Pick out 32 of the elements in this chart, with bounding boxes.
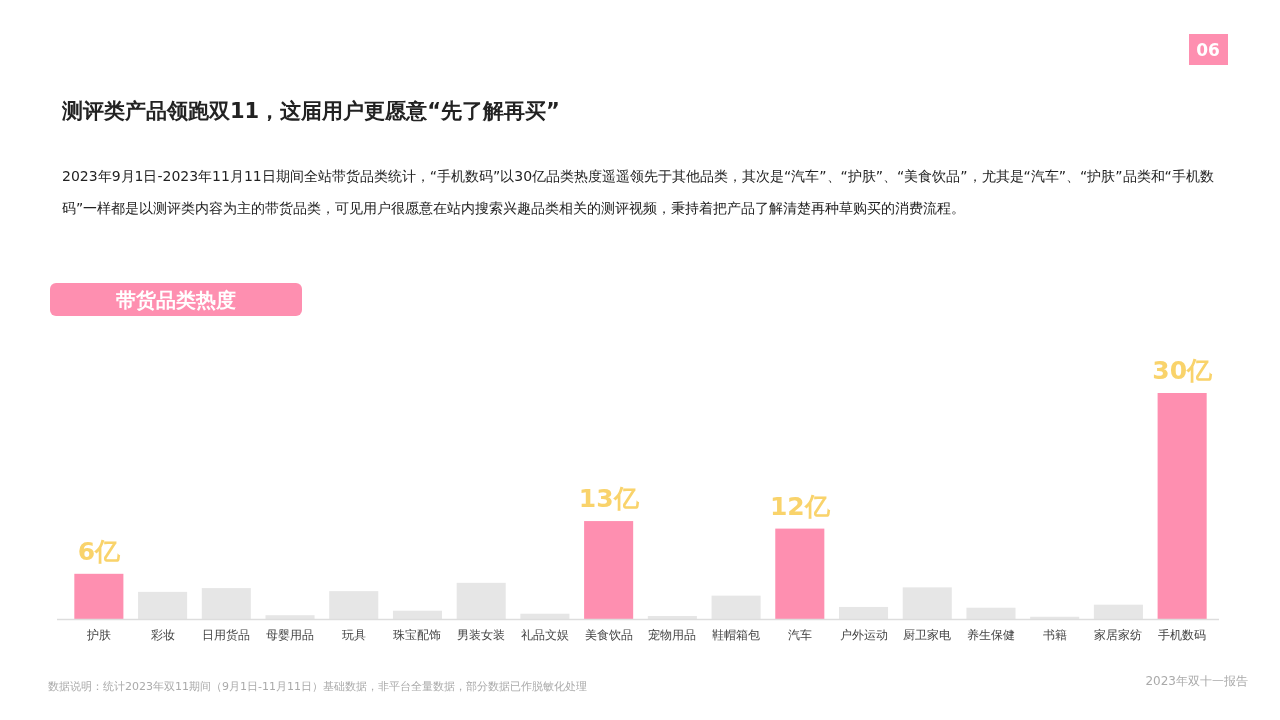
chart-title: 测评类产品领跑双11，这届用户更愿意“先了解再买” — [61, 99, 560, 123]
bar — [584, 521, 634, 619]
x-tick-label: 汽车 — [787, 628, 812, 642]
x-tick-label: 玩具 — [341, 628, 366, 642]
data-label: 12亿 — [769, 491, 831, 521]
data-label: 30亿 — [1152, 356, 1214, 385]
x-tick-label: 宠物用品 — [648, 628, 697, 642]
x-tick-label: 厨卫家电 — [903, 628, 952, 642]
x-tick-label: 养生保健 — [966, 628, 1015, 642]
data-label: 6亿 — [77, 536, 122, 566]
bar — [74, 573, 124, 619]
text: 06 — [1196, 40, 1220, 60]
x-tick-label: 母婴用品 — [266, 628, 315, 642]
x-tick-label: 礼品文娱 — [520, 628, 569, 642]
bar — [1157, 393, 1207, 619]
x-tick-label: 书籍 — [1042, 628, 1067, 642]
text: 带货品类热度 — [116, 288, 236, 312]
text: 数据说明：统计2023年双11期间（9月1日-11月11日）基础数据，非平台全量数据，部分数据已作脱敏化处理 — [48, 680, 587, 693]
x-tick-label: 男装女装 — [457, 628, 506, 642]
chart-subtitle: 2023年9月1日-2023年11月11日期间全站带货品类统计，“手机数码”以30亿品类热度遥遥领先于其他品类，其次是“汽车”、“护肤”、“美食饮品”，尤其是“汽车”、“护肤”品类和“手机数码”一样都是以测评类内容为主的带货品类，可见用户很愿意在站内搜索兴趣品类相关的测评视频，秉持着把产品了解清楚再种草购买的消费流程。 — [62, 167, 1215, 218]
x-tick-label: 珠宝配饰 — [393, 628, 442, 642]
x-tick-label: 手机数码 — [1158, 628, 1207, 642]
x-tick-label: 彩妆 — [150, 628, 175, 642]
x-tick-label: 户外运动 — [839, 628, 888, 642]
x-tick-label: 家居家纺 — [1094, 628, 1143, 642]
data-label: 13亿 — [578, 484, 640, 514]
x-tick-label: 美食饮品 — [584, 628, 633, 642]
bar — [775, 528, 825, 619]
x-tick-label: 日用货品 — [202, 628, 251, 642]
x-tick-label: 鞋帽箱包 — [712, 628, 761, 642]
text: 2023年双十一报告 — [1145, 674, 1248, 688]
x-tick-label: 护肤 — [85, 628, 111, 642]
